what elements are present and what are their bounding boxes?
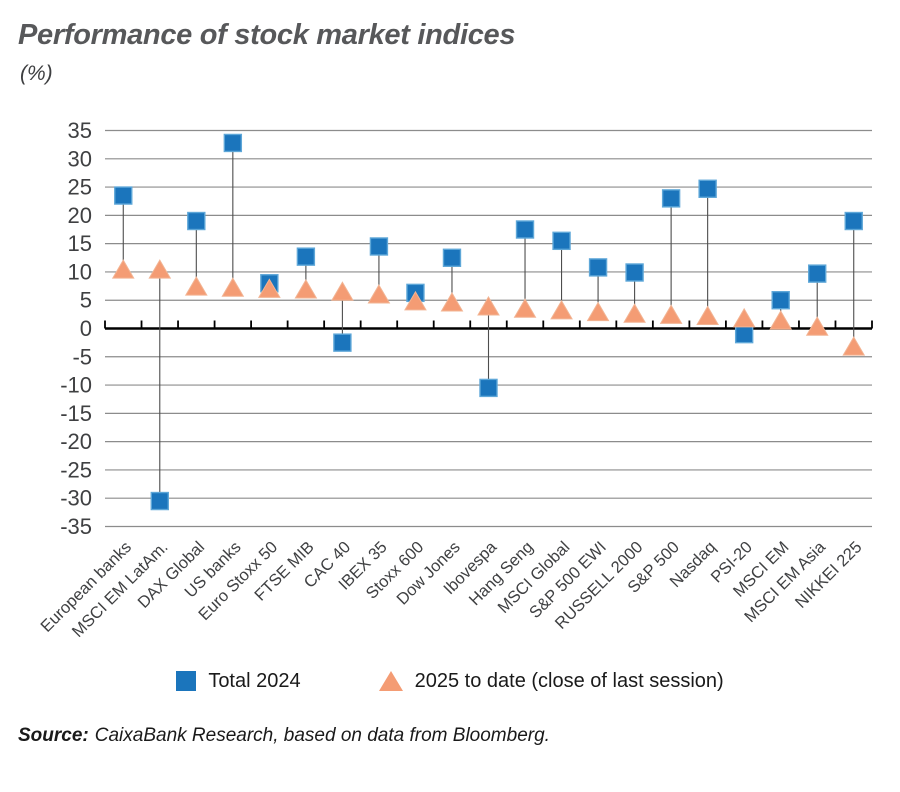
- ytd-2025-marker: [294, 278, 318, 299]
- ytd-2025-marker: [513, 298, 537, 318]
- total-2024-marker: [734, 324, 754, 344]
- blue-square-icon: [176, 671, 197, 691]
- ytd-2025-marker: [221, 277, 245, 297]
- y-tick-label: 30: [68, 146, 92, 171]
- total-2024-marker: [296, 247, 316, 266]
- y-tick-label: -30: [60, 486, 92, 511]
- y-tick-label: 0: [80, 316, 92, 341]
- ytd-2025-marker: [769, 310, 793, 330]
- total-2024-marker: [588, 258, 608, 277]
- total-2024-marker: [479, 378, 498, 398]
- legend-item-2025-to-date: 2025 to date (close of last session): [378, 669, 724, 693]
- y-tick-label: 20: [68, 203, 92, 228]
- total-2024-marker: [187, 211, 206, 231]
- y-tick-label: 25: [68, 175, 92, 200]
- total-2024-marker: [515, 220, 535, 239]
- ytd-2025-marker: [111, 259, 135, 279]
- ytd-2025-marker: [586, 301, 610, 322]
- y-tick-label: -35: [60, 514, 92, 539]
- y-tick-label: 35: [68, 118, 92, 143]
- total-2024-marker: [369, 237, 389, 256]
- ytd-2025-marker: [257, 278, 281, 298]
- ytd-2025-marker: [404, 290, 427, 311]
- total-2024-marker: [771, 291, 790, 310]
- unit-label: (%): [20, 62, 53, 85]
- chart-title: Performance of stock market indices: [18, 19, 516, 51]
- total-2024-marker: [661, 189, 681, 208]
- source-text: CaixaBank Research, based on data from B…: [94, 725, 550, 746]
- y-tick-label: -25: [60, 457, 92, 482]
- total-2024-marker: [808, 264, 827, 283]
- y-tick-label: -5: [72, 344, 92, 369]
- ytd-2025-marker: [477, 295, 500, 316]
- total-2024-marker: [844, 211, 863, 231]
- ytd-2025-marker: [842, 336, 866, 356]
- total-2024-marker: [698, 179, 717, 198]
- ytd-2025-marker: [367, 284, 391, 304]
- ytd-2025-marker: [732, 307, 756, 328]
- total-2024-marker: [150, 491, 169, 511]
- ytd-2025-marker: [659, 304, 683, 324]
- total-2024-marker: [625, 263, 644, 282]
- total-2024-marker: [552, 231, 571, 251]
- ytd-2025-marker: [440, 291, 464, 312]
- ytd-2025-marker: [550, 299, 573, 320]
- source-line: Source: CaixaBank Research, based on data…: [18, 725, 900, 747]
- stock-indices-chart: -35-30-25-20-15-10-505101520253035Europe…: [37, 118, 873, 641]
- total-2024-marker: [223, 133, 243, 153]
- legend-label-2025-to-date: 2025 to date (close of last session): [414, 669, 724, 692]
- total-2024-marker: [333, 333, 352, 352]
- legend: Total 2024 2025 to date (close of last s…: [0, 668, 900, 694]
- ytd-2025-marker: [331, 281, 354, 301]
- total-2024-marker: [442, 248, 462, 267]
- y-tick-label: 15: [68, 231, 92, 256]
- ytd-2025-marker: [184, 276, 208, 296]
- legend-item-total-2024: Total 2024: [176, 669, 301, 693]
- y-tick-label: 5: [80, 288, 92, 313]
- legend-label-total-2024: Total 2024: [208, 669, 301, 692]
- ytd-2025-marker: [696, 305, 720, 326]
- source-prefix: Source:: [18, 725, 89, 746]
- ytd-2025-marker: [148, 259, 172, 279]
- total-2024-marker: [114, 186, 133, 205]
- ytd-2025-marker: [805, 316, 829, 336]
- orange-triangle-icon: [378, 671, 403, 691]
- y-tick-label: -20: [60, 429, 92, 454]
- y-tick-label: -15: [60, 401, 92, 426]
- y-tick-label: 10: [68, 259, 92, 284]
- ytd-2025-marker: [623, 303, 646, 323]
- y-tick-label: -10: [60, 373, 92, 398]
